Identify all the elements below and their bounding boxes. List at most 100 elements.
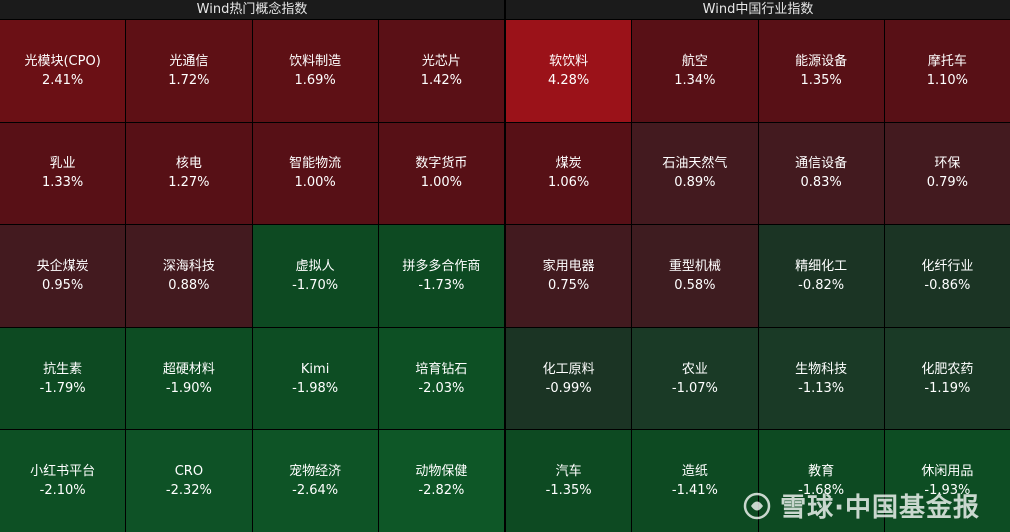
tile-name: 光芯片 xyxy=(421,53,461,69)
heatmap-tile[interactable]: 抗生素 -1.79% xyxy=(0,327,126,430)
heatmap-tile[interactable]: 航空 1.34% xyxy=(632,20,758,122)
heatmap-tile[interactable]: 重型机械 0.58% xyxy=(632,225,758,327)
tile-change-percent: 1.06% xyxy=(547,175,590,191)
tile-name: 超硬材料 xyxy=(162,361,215,377)
heatmap-tile[interactable]: 煤炭 1.06% xyxy=(506,122,632,225)
heatmap-tile[interactable]: 通信设备 0.83% xyxy=(758,122,884,225)
tile-change-percent: -1.79% xyxy=(39,380,86,396)
heatmap-tile[interactable]: 小红书平台 -2.10% xyxy=(0,430,126,532)
heatmap-tile[interactable]: 石油天然气 0.89% xyxy=(632,122,758,225)
tile-change-percent: 1.34% xyxy=(674,72,716,88)
tile-name: 环保 xyxy=(934,156,961,172)
tile-name: 乳业 xyxy=(49,156,76,172)
heatmap-tile[interactable]: 饮料制造 1.69% xyxy=(252,20,378,122)
tile-name: 精细化工 xyxy=(795,258,848,274)
tile-change-percent: 0.89% xyxy=(674,175,716,191)
heatmap-tile[interactable]: 宠物经济 -2.64% xyxy=(252,430,378,532)
tile-change-percent: -2.03% xyxy=(418,380,465,396)
tile-change-percent: -1.70% xyxy=(292,277,339,293)
industry-index-panel: Wind中国行业指数 软饮料 4.28% 航空 1.34% 能源设备 1.35% 摩托车 1.… xyxy=(506,0,1010,532)
tile-change-percent: 1.35% xyxy=(800,72,842,88)
heatmap-tile[interactable]: 乳业 1.33% xyxy=(0,122,126,225)
heatmap-tile[interactable]: 能源设备 1.35% xyxy=(758,20,884,122)
tile-name: CRO xyxy=(174,464,204,480)
tile-name: 动物保健 xyxy=(415,464,468,480)
tile-name: 央企煤炭 xyxy=(36,258,89,274)
heatmap-tile[interactable]: 软饮料 4.28% xyxy=(506,20,632,122)
heatmap-tile[interactable]: 汽车 -1.35% xyxy=(506,430,632,532)
tile-name: 光通信 xyxy=(169,53,209,69)
tile-change-percent: 1.42% xyxy=(420,72,463,88)
tile-name: 摩托车 xyxy=(927,53,967,69)
tile-name: 造纸 xyxy=(681,464,708,480)
tile-change-percent: -0.82% xyxy=(798,277,845,293)
heatmap-tile[interactable]: 生物科技 -1.13% xyxy=(758,327,884,430)
heatmap-tile[interactable]: 化工原料 -0.99% xyxy=(506,327,632,430)
tile-name: 拼多多合作商 xyxy=(402,258,481,274)
tile-change-percent: -0.86% xyxy=(924,277,971,293)
tile-name: 家用电器 xyxy=(542,258,595,274)
panel-title: Wind中国行业指数 xyxy=(506,0,1010,20)
heatmap-tile[interactable]: Kimi -1.98% xyxy=(252,327,378,430)
heatmap-tile[interactable]: 深海科技 0.88% xyxy=(126,225,252,327)
tile-change-percent: 1.00% xyxy=(294,175,336,191)
tile-name: 教育 xyxy=(808,464,835,480)
tile-name: 化纤行业 xyxy=(921,258,974,274)
heatmap-tile[interactable]: 光芯片 1.42% xyxy=(378,20,504,122)
heatmap-tile[interactable]: CRO -2.32% xyxy=(126,430,252,532)
heatmap-tile[interactable]: 拼多多合作商 -1.73% xyxy=(378,225,504,327)
tile-name: 宠物经济 xyxy=(289,464,342,480)
tile-change-percent: 0.79% xyxy=(926,175,969,191)
concept-index-panel: Wind热门概念指数 光模块(CPO) 2.41% 光通信 1.72% 饮料制造 1.69… xyxy=(0,0,504,532)
tile-change-percent: 4.28% xyxy=(547,72,590,88)
tile-change-percent: 0.58% xyxy=(674,277,716,293)
tile-name: 化肥农药 xyxy=(921,361,974,377)
tile-name: 小红书平台 xyxy=(30,464,96,480)
heatmap-tile[interactable]: 化肥农药 -1.19% xyxy=(884,327,1010,430)
heatmap-tile[interactable]: 培育钻石 -2.03% xyxy=(378,327,504,430)
tile-name: 能源设备 xyxy=(795,53,848,69)
tile-change-percent: -1.19% xyxy=(924,380,971,396)
tile-name: 光模块(CPO) xyxy=(24,53,101,69)
tile-name: 生物科技 xyxy=(795,361,848,377)
heatmap-tile[interactable]: 光模块(CPO) 2.41% xyxy=(0,20,126,122)
heatmap-tile[interactable]: 智能物流 1.00% xyxy=(252,122,378,225)
heatmap-tile[interactable]: 精细化工 -0.82% xyxy=(758,225,884,327)
tile-name: 抗生素 xyxy=(43,361,83,377)
tile-name: 深海科技 xyxy=(162,258,215,274)
tile-change-percent: 1.00% xyxy=(420,175,463,191)
tile-name: 航空 xyxy=(681,53,708,69)
tile-change-percent: 1.72% xyxy=(168,72,210,88)
heatmap-tile[interactable]: 动物保健 -2.82% xyxy=(378,430,504,532)
heatmap-tile[interactable]: 超硬材料 -1.90% xyxy=(126,327,252,430)
heatmap-tile[interactable]: 核电 1.27% xyxy=(126,122,252,225)
tile-change-percent: -1.93% xyxy=(924,483,971,499)
heatmap-tile[interactable]: 央企煤炭 0.95% xyxy=(0,225,126,327)
tile-name: Kimi xyxy=(300,361,330,377)
tile-change-percent: 0.95% xyxy=(41,277,84,293)
tile-change-percent: 1.10% xyxy=(926,72,969,88)
heatmap-tile[interactable]: 造纸 -1.41% xyxy=(632,430,758,532)
tile-change-percent: -2.10% xyxy=(39,483,86,499)
tile-name: 智能物流 xyxy=(289,156,342,172)
heatmap-tile[interactable]: 化纤行业 -0.86% xyxy=(884,225,1010,327)
tile-change-percent: -1.13% xyxy=(798,380,845,396)
concept-index-grid: 光模块(CPO) 2.41% 光通信 1.72% 饮料制造 1.69% 光芯片 1.42% 乳业… xyxy=(0,20,504,532)
heatmap-tile[interactable]: 虚拟人 -1.70% xyxy=(252,225,378,327)
heatmap-tile[interactable]: 摩托车 1.10% xyxy=(884,20,1010,122)
heatmap-tile[interactable]: 环保 0.79% xyxy=(884,122,1010,225)
tile-name: 农业 xyxy=(681,361,708,377)
heatmap-tile[interactable]: 光通信 1.72% xyxy=(126,20,252,122)
heatmap-tile[interactable]: 农业 -1.07% xyxy=(632,327,758,430)
heatmap-tile[interactable]: 教育 -1.68% xyxy=(758,430,884,532)
tile-name: 饮料制造 xyxy=(289,53,342,69)
tile-name: 重型机械 xyxy=(668,258,721,274)
heatmap-tile[interactable]: 休闲用品 -1.93% xyxy=(884,430,1010,532)
heatmap-tile[interactable]: 家用电器 0.75% xyxy=(506,225,632,327)
tile-name: 虚拟人 xyxy=(295,258,335,274)
tile-change-percent: 1.33% xyxy=(41,175,84,191)
tile-change-percent: -0.99% xyxy=(545,380,592,396)
tile-change-percent: -1.07% xyxy=(671,380,718,396)
heatmap-tile[interactable]: 数字货币 1.00% xyxy=(378,122,504,225)
